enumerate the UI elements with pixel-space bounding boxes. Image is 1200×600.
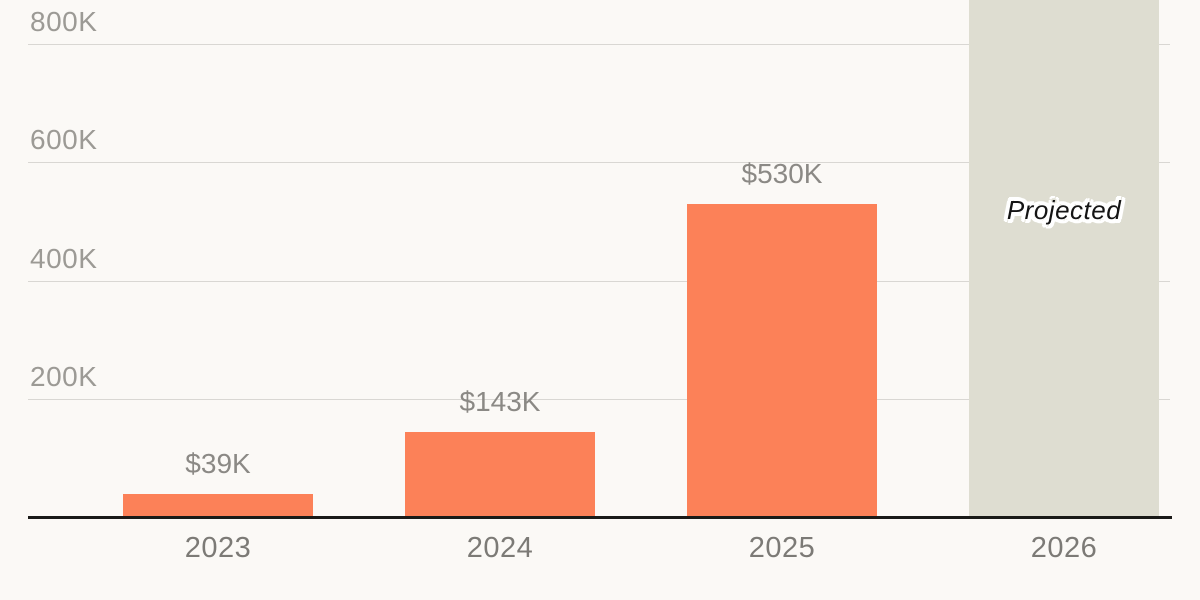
gridline-800K — [28, 44, 1170, 45]
bar-2023 — [123, 494, 313, 517]
bar-2024 — [405, 432, 595, 517]
projected-annotation: Projected — [1006, 195, 1122, 225]
y-tick-label-600K: 600K — [30, 124, 98, 155]
value-label-2025: $530K — [741, 158, 823, 189]
y-tick-label-200K: 200K — [30, 361, 98, 392]
gridline-200K — [28, 399, 1170, 400]
x-tick-label-2026: 2026 — [1030, 532, 1098, 564]
value-label-2023: $39K — [185, 448, 251, 479]
y-tick-label-400K: 400K — [30, 243, 98, 274]
gridline-600K — [28, 162, 1170, 163]
bar-2026-projected — [969, 0, 1159, 517]
gridline-400K — [28, 281, 1170, 282]
value-label-2024: $143K — [459, 386, 541, 417]
x-tick-label-2023: 2023 — [184, 532, 252, 564]
y-tick-label-800K: 800K — [30, 6, 98, 37]
x-tick-label-2024: 2024 — [466, 532, 534, 564]
bar-2025 — [687, 204, 877, 517]
x-tick-label-2025: 2025 — [748, 532, 816, 564]
x-axis-line — [28, 516, 1172, 519]
